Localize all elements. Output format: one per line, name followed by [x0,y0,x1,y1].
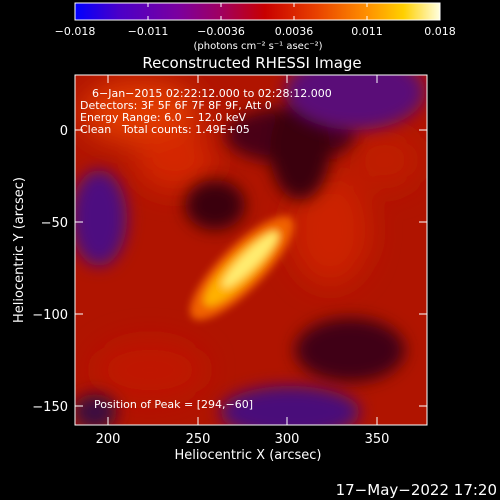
x-tick-label: 300 [275,432,300,447]
time-range-annotation: 6−Jan−2015 02:22:12.000 to 02:28:12.000 [92,87,332,100]
y-tick-label: −50 [41,216,68,231]
footer-timestamp: 17−May−2022 17:20 [336,481,497,499]
rhessi-image [75,75,427,425]
colorbar-tick-label: −0.0036 [197,25,245,38]
axis-ticks [75,75,427,425]
colorbar-tick-label: 0.011 [351,25,383,38]
x-tick-label: 350 [365,432,390,447]
detectors-annotation: Detectors: 3F 5F 6F 7F 8F 9F, Att 0 [80,99,272,112]
x-tick-label: 250 [186,432,211,447]
plot-frame [74,74,428,426]
colorbar: −0.018 −0.011 −0.0036 0.0036 0.011 0.018… [55,2,456,52]
colorbar-units: (photons cm⁻² s⁻¹ asec⁻²) [193,41,322,52]
colorbar-tick-label: −0.018 [55,25,96,38]
colorbar-tick-label: 0.0036 [275,25,314,38]
total-counts-annotation: Total counts: 1.49E+05 [121,123,250,136]
y-tick-label: −100 [32,308,68,323]
peak-position-annotation: Position of Peak = [294,−60] [94,398,253,411]
x-tick-label: 200 [96,432,121,447]
colorbar-tick-marks [74,3,441,20]
y-axis-label: Heliocentric Y (arcsec) [12,177,27,323]
plot-title: Reconstructed RHESSI Image [142,54,361,72]
clean-annotation: Clean [80,123,111,136]
colorbar-tick-label: 0.018 [424,25,456,38]
colorbar-tick-label: −0.011 [128,25,169,38]
y-tick-label: −150 [32,400,68,415]
x-axis-label: Heliocentric X (arcsec) [175,448,322,463]
y-tick-label: 0 [60,124,68,139]
colorbar-gradient [74,2,441,21]
energy-range-annotation: Energy Range: 6.0 − 12.0 keV [80,111,247,124]
